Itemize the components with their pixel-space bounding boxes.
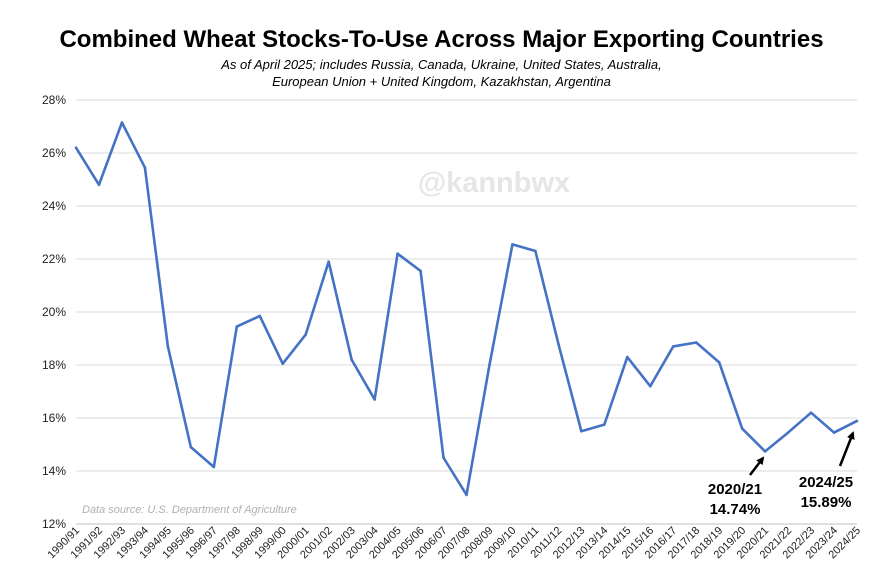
- data-point: [74, 146, 78, 149]
- data-point: [740, 427, 744, 430]
- data-point: [694, 341, 698, 344]
- data-point: [442, 456, 445, 460]
- data-point: [97, 183, 101, 187]
- data-point: [717, 361, 721, 364]
- data-point: [281, 362, 285, 365]
- data-point: [120, 121, 124, 124]
- annotation-value: 15.89%: [801, 494, 852, 511]
- y-tick-label: 16%: [42, 411, 66, 425]
- y-tick-label: 24%: [42, 199, 66, 213]
- data-point: [557, 342, 560, 346]
- data-point: [763, 450, 767, 453]
- y-tick-label: 26%: [42, 146, 66, 160]
- data-point: [419, 269, 422, 273]
- data-point: [580, 429, 583, 433]
- annotation-label: 2024/25: [799, 474, 853, 491]
- y-tick-label: 14%: [42, 464, 66, 478]
- data-point: [143, 166, 147, 169]
- annotation-label: 2020/21: [708, 481, 762, 498]
- y-tick-label: 20%: [42, 305, 66, 319]
- data-point: [212, 465, 216, 469]
- source-note: Data source: U.S. Department of Agricult…: [82, 504, 297, 516]
- annotations: 2020/21 14.74% 2024/25 15.89%: [708, 431, 855, 518]
- data-point: [603, 423, 606, 426]
- y-tick-label: 12%: [42, 517, 66, 531]
- x-axis-ticks: 1990/911991/921992/931993/941994/951995/…: [46, 525, 864, 562]
- data-point: [648, 384, 652, 388]
- annotation-arrow: [749, 456, 765, 476]
- data-point: [396, 252, 399, 255]
- data-point: [258, 314, 262, 318]
- y-tick-label: 28%: [42, 93, 66, 107]
- data-point: [511, 243, 514, 246]
- data-point: [350, 358, 353, 362]
- data-point: [625, 355, 629, 359]
- data-point: [809, 411, 813, 415]
- annotation-value: 14.74%: [710, 501, 761, 518]
- data-point: [488, 363, 491, 367]
- y-axis-ticks: 12% 14% 16% 18% 20% 22% 24% 26% 28%: [42, 93, 66, 531]
- data-point: [304, 333, 308, 336]
- chart-title: Combined Wheat Stocks-To-Use Across Majo…: [59, 26, 824, 53]
- data-point: [189, 445, 193, 449]
- data-point: [373, 398, 376, 401]
- series-stocks-to-use: [74, 121, 859, 497]
- data-point: [855, 419, 859, 423]
- y-tick-label: 18%: [42, 358, 66, 372]
- chart-subtitle-line-2: European Union + United Kingdom, Kazakhs…: [272, 74, 611, 89]
- watermark: @kannbwx: [418, 167, 570, 199]
- annotation-arrow: [838, 431, 855, 467]
- y-tick-label: 22%: [42, 252, 66, 266]
- data-point: [786, 431, 790, 434]
- data-point: [327, 260, 330, 263]
- data-point: [166, 345, 170, 348]
- gridlines: [76, 99, 857, 472]
- data-point: [465, 493, 468, 497]
- data-point: [534, 249, 537, 253]
- data-point: [832, 431, 836, 434]
- data-point: [671, 345, 675, 348]
- data-point: [235, 325, 239, 328]
- chart-subtitle-line-1: As of April 2025; includes Russia, Canad…: [221, 57, 662, 72]
